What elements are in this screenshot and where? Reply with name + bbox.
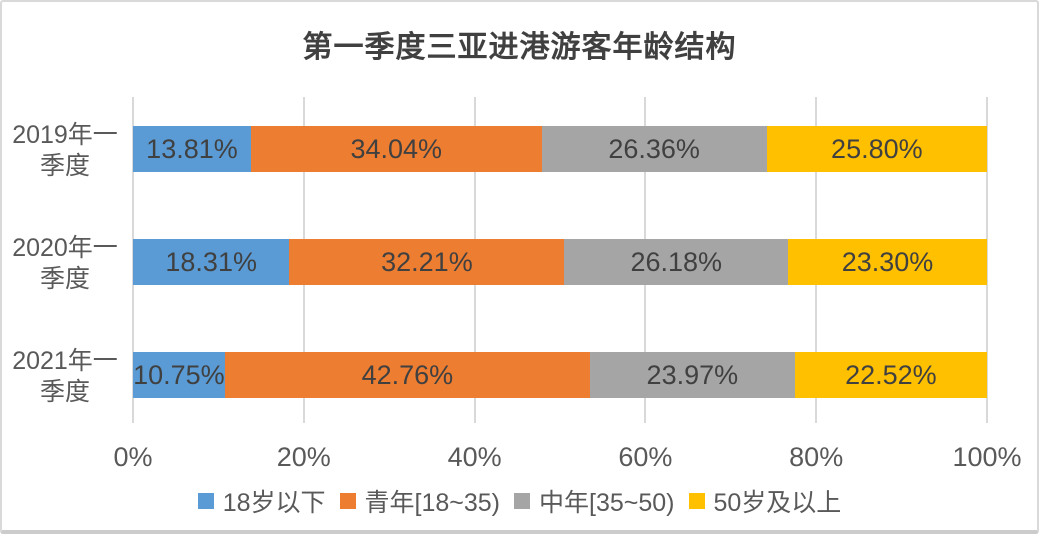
legend-swatch-icon	[197, 493, 214, 509]
y-axis: 2019年一 季度 2020年一 季度 2021年一 季度	[8, 2, 122, 530]
legend-label: 中年[35~50)	[539, 489, 675, 517]
bar-segment: 34.04%	[250, 126, 542, 172]
y-axis-label: 2020年一 季度	[8, 232, 122, 296]
legend-swatch-icon	[688, 493, 705, 509]
y-axis-label-line: 2021年一	[12, 346, 118, 375]
bar-segment-label: 10.75%	[133, 359, 225, 390]
bar-row: 10.75% 42.76% 23.97% 22.52%	[133, 352, 988, 398]
y-axis-label: 2021年一 季度	[8, 345, 122, 409]
bar-segment-label: 13.81%	[146, 133, 238, 164]
bar-segment-label: 26.18%	[630, 246, 723, 277]
legend: 18岁以下 青年[18~35) 中年[35~50) 50岁及以上	[2, 484, 1037, 518]
x-axis-tick-label: 60%	[618, 442, 673, 472]
bar-segment-label: 18.31%	[165, 246, 257, 277]
legend-swatch-icon	[339, 493, 356, 509]
bar-segment-label: 23.30%	[841, 246, 934, 277]
bar-segment: 42.76%	[224, 352, 590, 398]
x-axis-tick-label: 0%	[113, 442, 153, 472]
y-axis-label-line: 2020年一	[12, 233, 118, 262]
legend-item: 50岁及以上	[688, 483, 842, 519]
plot-area: 13.81% 34.04% 26.36% 25.80% 18.31% 32.21% 26.1…	[132, 97, 988, 423]
bar-segment-label: 25.80%	[831, 133, 923, 164]
bar-row: 13.81% 34.04% 26.36% 25.80%	[133, 126, 987, 172]
legend-label: 青年[18~35)	[364, 489, 501, 517]
bar-segment-label: 23.97%	[646, 359, 739, 390]
bar-segment: 23.97%	[589, 352, 795, 398]
bar-segment: 13.81%	[133, 126, 251, 172]
bar-segment: 25.80%	[766, 126, 987, 172]
x-axis: 0% 20% 40% 60% 80% 100%	[113, 442, 1021, 476]
legend-label: 18岁以下	[222, 489, 326, 517]
y-axis-label-line: 季度	[39, 378, 90, 406]
legend-label: 50岁及以上	[713, 489, 842, 517]
bar-segment: 10.75%	[133, 352, 225, 398]
bar-row: 18.31% 32.21% 26.18% 23.30%	[133, 239, 988, 285]
y-axis-label-line: 季度	[39, 265, 90, 293]
bar-segment: 26.18%	[564, 239, 789, 285]
bar-segment: 18.31%	[133, 239, 290, 285]
bar-segment: 32.21%	[289, 239, 565, 285]
bar-segment: 22.52%	[794, 352, 988, 398]
legend-item: 青年[18~35)	[339, 483, 501, 519]
x-axis-tick-label: 80%	[789, 442, 844, 472]
bar-segment: 26.36%	[541, 126, 767, 172]
legend-item: 18岁以下	[197, 483, 326, 519]
bar-segment-label: 26.36%	[608, 133, 700, 164]
x-axis-tick-label: 100%	[952, 442, 1022, 472]
bar-segment-label: 32.21%	[381, 246, 473, 277]
bar-segment-label: 34.04%	[350, 133, 443, 164]
y-axis-label-line: 2019年一	[12, 120, 118, 149]
x-axis-tick-label: 40%	[447, 442, 502, 472]
bar-segment-label: 42.76%	[361, 359, 454, 390]
bar-segment: 23.30%	[788, 239, 988, 285]
y-axis-label: 2019年一 季度	[8, 119, 122, 183]
legend-swatch-icon	[514, 493, 530, 509]
chart-title: 第一季度三亚进港游客年龄结构	[302, 31, 737, 64]
bar-segment-label: 22.52%	[845, 359, 937, 390]
x-axis-tick-label: 20%	[276, 442, 331, 472]
legend-item: 中年[35~50)	[514, 483, 675, 519]
y-axis-label-line: 季度	[39, 152, 90, 180]
